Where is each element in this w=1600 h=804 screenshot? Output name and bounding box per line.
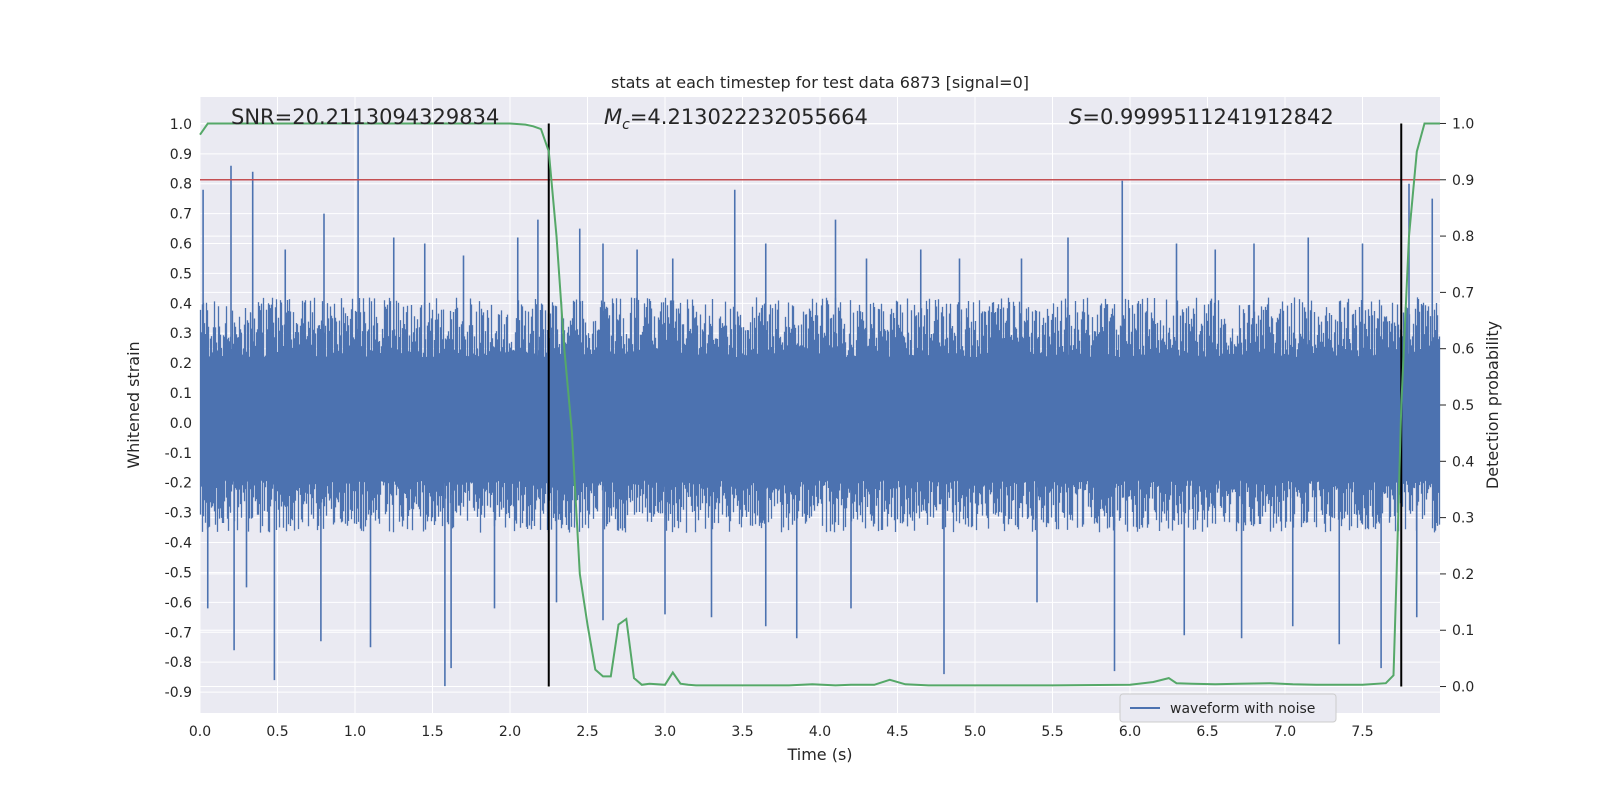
x-tick-label: 7.0 <box>1274 724 1296 740</box>
y-left-axis-label: Whitened strain <box>124 341 143 468</box>
legend-label: waveform with noise <box>1170 701 1315 717</box>
y-left-tick-label: -0.9 <box>165 685 192 701</box>
x-tick-label: 3.0 <box>654 724 676 740</box>
y-left-tick-label: 0.7 <box>170 207 192 223</box>
y-right-tick-label: 0.9 <box>1452 173 1474 189</box>
y-left-tick-label: 1.0 <box>170 117 192 133</box>
y-left-tick-label: -0.5 <box>165 565 192 581</box>
x-tick-label: 1.5 <box>421 724 443 740</box>
x-tick-label: 5.0 <box>964 724 986 740</box>
snr-prob-annotation: S=0.9999511241912842 <box>1069 105 1334 129</box>
y-left-tick-label: 0.8 <box>170 177 192 193</box>
y-left-tick-label: 0.6 <box>170 237 192 253</box>
x-tick-label: 2.0 <box>499 724 521 740</box>
y-right-tick-label: 0.5 <box>1452 398 1474 414</box>
y-left-tick-label: -0.6 <box>165 595 192 611</box>
y-right-tick-label: 0.1 <box>1452 623 1474 639</box>
y-left-tick-label: -0.2 <box>165 476 192 492</box>
y-right-tick-label: 0.3 <box>1452 511 1474 527</box>
y-right-tick-label: 0.4 <box>1452 454 1474 470</box>
y-right-axis-label: Detection probability <box>1483 321 1502 489</box>
y-right-tick-label: 1.0 <box>1452 116 1474 132</box>
chirp-mass-value: =4.213022232055664 <box>630 105 868 129</box>
y-left-tick-label: -0.3 <box>165 506 192 522</box>
waveform-series <box>199 297 1441 533</box>
x-tick-label: 2.5 <box>576 724 598 740</box>
chart-title: stats at each timestep for test data 687… <box>611 73 1029 92</box>
x-tick-label: 0.5 <box>266 724 288 740</box>
y-right-ticks: 1.0 0.9 0.8 0.7 0.6 0.5 0.4 0.3 0.2 0.1 0.0 <box>1440 116 1474 696</box>
x-tick-label: 7.5 <box>1351 724 1373 740</box>
y-left-tick-label: 0.4 <box>170 296 192 312</box>
y-left-tick-label: 0.9 <box>170 147 192 163</box>
x-axis-label: Time (s) <box>786 745 852 764</box>
detection-probability-line <box>199 122 1440 687</box>
y-left-tick-label: 0.3 <box>170 326 192 342</box>
y-right-tick-label: 0.8 <box>1452 229 1474 245</box>
x-tick-label: 4.0 <box>809 724 831 740</box>
y-right-tick-label: 0.7 <box>1452 285 1474 301</box>
snr-prob-value: =0.9999511241912842 <box>1082 105 1333 129</box>
y-left-tick-label: 0.1 <box>170 386 192 402</box>
snr-annotation: SNR=20.2113094329834 <box>231 105 499 129</box>
plot-area <box>199 120 1441 687</box>
legend: waveform with noise <box>1119 693 1337 723</box>
y-right-tick-label: 0.6 <box>1452 342 1474 358</box>
y-left-tick-label: 0.2 <box>170 356 192 372</box>
x-tick-label: 6.0 <box>1119 724 1141 740</box>
y-left-tick-label: -0.4 <box>165 536 192 552</box>
chirp-mass-annotation: Mc=4.213022232055664 <box>604 105 868 133</box>
x-tick-label: 0.0 <box>189 724 211 740</box>
y-left-tick-label: 0.0 <box>170 416 192 432</box>
x-tick-label: 1.0 <box>344 724 366 740</box>
x-tick-label: 3.5 <box>731 724 753 740</box>
y-left-tick-label: -0.7 <box>165 625 192 641</box>
y-left-tick-label: -0.1 <box>165 446 192 462</box>
x-tick-label: 4.5 <box>886 724 908 740</box>
legend-box <box>1119 693 1337 723</box>
x-ticks: 0.0 0.5 1.0 1.5 2.0 2.5 3.0 3.5 4.0 4.5 5.0 5.5 6.0 6… <box>189 724 1374 740</box>
y-right-tick-label: 0.0 <box>1452 680 1474 696</box>
y-left-tick-label: 0.5 <box>170 266 192 282</box>
y-left-tick-label: -0.8 <box>165 655 192 671</box>
x-tick-label: 5.5 <box>1041 724 1063 740</box>
y-right-tick-label: 0.2 <box>1452 567 1474 583</box>
x-tick-label: 6.5 <box>1196 724 1218 740</box>
y-left-ticks: 1.0 0.9 0.8 0.7 0.6 0.5 0.4 0.3 0.2 0.1 0.0 -0.1 -0.… <box>165 117 192 701</box>
